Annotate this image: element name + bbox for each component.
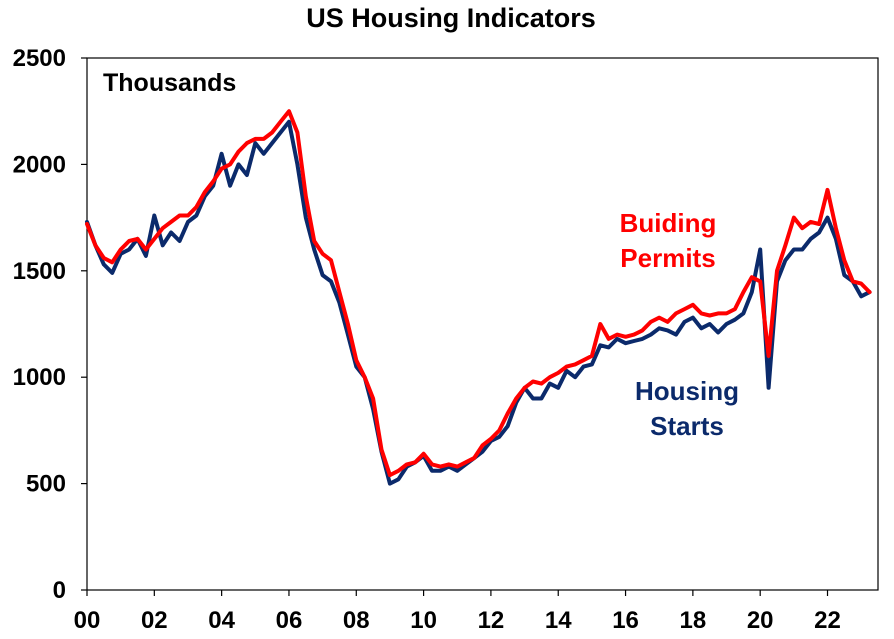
x-tick-label: 16 xyxy=(612,607,639,634)
starts-label-line-1: Housing xyxy=(635,376,739,406)
x-tick-label: 00 xyxy=(74,607,101,634)
unit-label: Thousands xyxy=(103,69,236,97)
permits-label-line-1: Buiding xyxy=(620,208,717,238)
x-axis: 00 02 04 06 08 10 12 14 16 18 20 22 xyxy=(74,590,841,634)
y-tick-label: 1500 xyxy=(13,258,66,285)
starts-label: Housing Starts xyxy=(635,376,739,441)
x-tick-label: 22 xyxy=(814,607,841,634)
x-tick-label: 06 xyxy=(276,607,303,634)
y-axis: 0 500 1000 1500 2000 2500 xyxy=(13,45,87,604)
y-tick-label: 2500 xyxy=(13,45,66,72)
series-layer xyxy=(85,109,872,486)
plot-area xyxy=(86,57,879,591)
plot-frame xyxy=(86,57,879,591)
x-tick-label: 10 xyxy=(410,607,437,634)
x-tick-label: 08 xyxy=(343,607,370,634)
x-tick-label: 20 xyxy=(747,607,774,634)
permits-label: Buiding Permits xyxy=(620,208,717,273)
building-permits-line xyxy=(85,109,872,478)
starts-label-line-2: Starts xyxy=(650,411,724,441)
permits-label-line-2: Permits xyxy=(620,243,715,273)
y-tick-label: 0 xyxy=(53,577,66,604)
y-tick-label: 500 xyxy=(26,471,66,498)
x-tick-label: 14 xyxy=(545,607,572,634)
x-tick-label: 18 xyxy=(680,607,707,634)
housing-starts-line xyxy=(85,119,872,486)
y-tick-label: 2000 xyxy=(13,151,66,178)
x-tick-label: 04 xyxy=(208,607,235,634)
x-tick-label: 02 xyxy=(141,607,168,634)
y-tick-label: 1000 xyxy=(13,364,66,391)
chart-title: US Housing Indicators xyxy=(306,3,596,33)
x-tick-label: 12 xyxy=(478,607,505,634)
